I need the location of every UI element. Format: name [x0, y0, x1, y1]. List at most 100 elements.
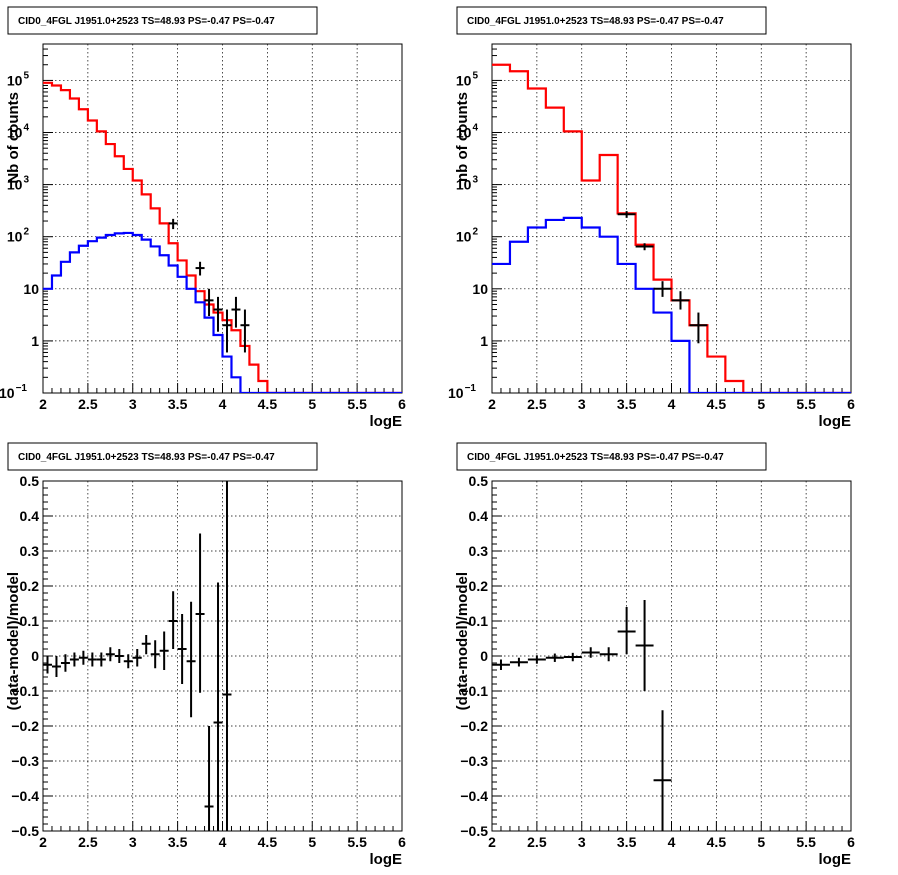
- grid-lines: [492, 481, 851, 831]
- y-tick-label: −0.4: [11, 788, 39, 804]
- chart-panel-3: 2 2.5 3 3.5 4 4.5 5 5.5 6logE−0.5−0.4−0.3−0.2−0.…: [5, 442, 406, 868]
- data-point: [114, 649, 124, 663]
- y-tick-label: 105: [456, 70, 479, 88]
- data-point: [204, 288, 214, 317]
- data-point: [222, 481, 232, 831]
- data-point: [635, 243, 654, 251]
- data-point: [222, 309, 232, 353]
- y-tick-label: 10: [472, 281, 488, 297]
- y-tick-label: 10: [23, 281, 39, 297]
- x-tick-label: 2: [39, 396, 47, 412]
- y-axis-label: (data-model)/model: [5, 572, 22, 710]
- y-tick-label: 0.5: [469, 473, 489, 489]
- y-tick-label: 1: [31, 333, 39, 349]
- chart-title-box: CID0_4FGL J1951.0+2523 TS=48.93 PS=-0.47…: [7, 6, 318, 35]
- y-tick-exponent: 3: [472, 175, 478, 186]
- x-tick-label: 5.5: [347, 834, 367, 850]
- data-point: [240, 309, 250, 353]
- x-tick-label: 2: [488, 396, 496, 412]
- y-axis-label: (data-model)/model: [454, 572, 471, 710]
- y-tick-exponent: 5: [472, 70, 478, 81]
- x-tick-label: 6: [847, 396, 855, 412]
- x-tick-label: 3: [578, 834, 586, 850]
- y-axis: −0.5 −0.4 −0.3 −0.2 −0.1 0 0.1 0.2 0.3 0.4 0.5 (dat…: [454, 473, 502, 839]
- series-layer: [43, 481, 232, 831]
- y-tick-label: −0.2: [460, 718, 488, 734]
- y-tick-label: 0.2: [469, 578, 489, 594]
- y-tick-exponent: 2: [472, 227, 478, 238]
- x-tick-label: 2.5: [527, 396, 547, 412]
- data-point: [168, 591, 178, 649]
- x-tick-label: 3.5: [617, 834, 637, 850]
- data-point: [78, 650, 88, 665]
- x-tick-label: 3.5: [617, 396, 637, 412]
- data-point: [132, 649, 142, 667]
- x-tick-label: 4.5: [258, 834, 278, 850]
- y-tick-label: 0.3: [469, 543, 489, 559]
- x-tick-label: 5: [757, 834, 765, 850]
- y-tick-label: 1: [480, 333, 488, 349]
- x-tick-label: 3: [129, 834, 137, 850]
- data-point: [563, 652, 582, 662]
- grid-lines: [43, 481, 402, 831]
- chart-title-box: CID0_4FGL J1951.0+2523 TS=48.93 PS=-0.47…: [456, 6, 767, 35]
- data-point: [653, 710, 672, 831]
- y-tick-label: −0.5: [460, 823, 488, 839]
- y-tick-label: 0: [480, 648, 488, 664]
- y-tick-exponent: 4: [472, 123, 478, 134]
- data-point: [213, 296, 223, 332]
- data-point: [60, 654, 70, 672]
- x-axis-label: logE: [370, 851, 403, 868]
- y-tick-exponent: 3: [23, 175, 29, 186]
- title-frame: [7, 442, 318, 471]
- x-tick-label: 4.5: [258, 396, 278, 412]
- data-point: [581, 647, 600, 658]
- data-point: [545, 653, 564, 662]
- title-frame: [456, 442, 767, 471]
- x-tick-label: 4: [668, 396, 676, 412]
- data-point: [492, 659, 510, 670]
- histogram-series-1: [492, 63, 851, 393]
- x-tick-label: 4.5: [707, 834, 727, 850]
- x-tick-label: 4.5: [707, 396, 727, 412]
- series-layer: [492, 600, 672, 831]
- data-point: [168, 218, 178, 230]
- y-tick-label: 105: [7, 70, 30, 88]
- data-point: [671, 291, 690, 310]
- y-tick-label: 0.4: [20, 508, 40, 524]
- y-tick-label: −0.3: [11, 753, 39, 769]
- y-tick-exponent: 4: [23, 123, 29, 134]
- data-point: [123, 654, 133, 669]
- data-point: [159, 631, 169, 670]
- x-tick-label: 5: [308, 396, 316, 412]
- y-tick-label: 0: [31, 648, 39, 664]
- y-tick-exponent: −1: [465, 383, 477, 394]
- data-point: [51, 656, 61, 677]
- x-tick-label: 4: [219, 834, 227, 850]
- x-tick-label: 3.5: [168, 396, 188, 412]
- x-tick-label: 2: [488, 834, 496, 850]
- x-tick-label: 2.5: [78, 834, 98, 850]
- chart-title-box: CID0_4FGL J1951.0+2523 TS=48.93 PS=-0.47…: [7, 442, 318, 471]
- y-tick-exponent: −1: [16, 383, 28, 394]
- data-point: [617, 607, 636, 655]
- data-point: [509, 657, 528, 667]
- chart-panel-2: 2 2.5 3 3.5 4 4.5 5 5.5 6logE10−1110102103104105…: [448, 6, 855, 430]
- series-layer: [43, 81, 402, 393]
- y-tick-label: −0.1: [460, 683, 488, 699]
- data-point: [689, 312, 708, 344]
- x-tick-label: 6: [398, 834, 406, 850]
- data-point: [635, 600, 654, 691]
- y-tick-label: 0.4: [469, 508, 489, 524]
- chart-title: CID0_4FGL J1951.0+2523 TS=48.93 PS=-0.47…: [467, 16, 724, 27]
- x-tick-label: 2.5: [527, 834, 547, 850]
- chart-panel-4: 2 2.5 3 3.5 4 4.5 5 5.5 6logE−0.5−0.4−0.3−0.2−0.…: [454, 442, 855, 868]
- y-tick-label: −0.5: [11, 823, 39, 839]
- y-tick-exponent: 5: [23, 70, 29, 81]
- data-point: [213, 582, 223, 831]
- data-point: [87, 652, 97, 667]
